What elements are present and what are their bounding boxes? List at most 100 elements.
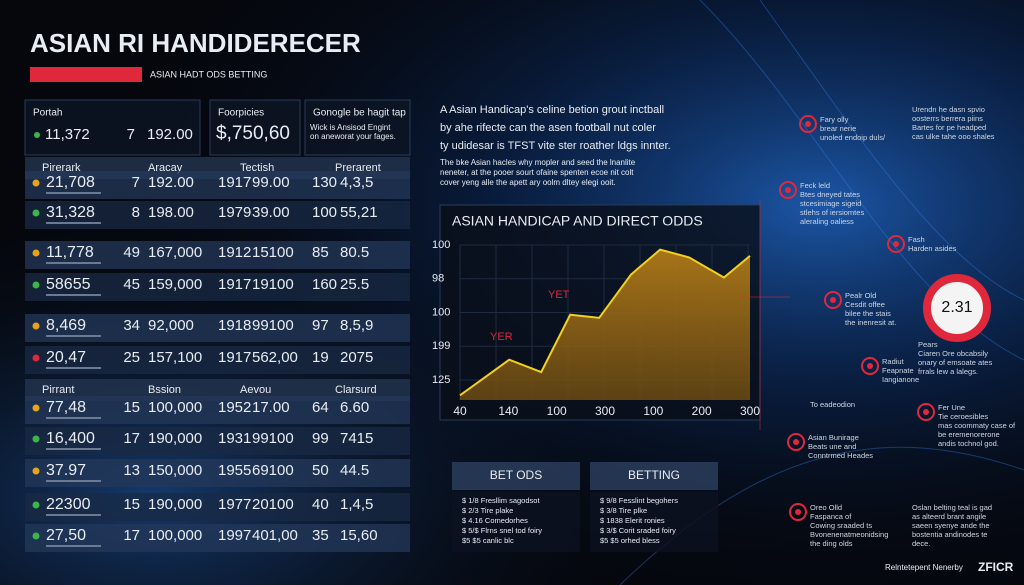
note-icon [887, 235, 905, 253]
table-row [25, 427, 410, 455]
table-cell: 8,469 [46, 317, 86, 334]
table-cell: 1955 [218, 462, 251, 479]
table-cell: 85 [312, 244, 329, 261]
gauge-value: 2.31 [941, 299, 972, 316]
table-cell: 49 [123, 244, 140, 261]
note-text: saeen syenye ande the [912, 521, 990, 530]
row-subline [46, 192, 101, 194]
info-value: 11,372 [45, 126, 90, 143]
x-axis-label: 140 [498, 404, 518, 418]
status-dot [32, 404, 40, 412]
row-subline [46, 448, 101, 450]
table-cell: 130 [312, 174, 337, 191]
info-value: 192.00 [147, 126, 193, 143]
note-text: bilee the stais [845, 309, 891, 318]
table-cell: 1979 [218, 204, 251, 221]
table-cell: 159,000 [148, 276, 202, 293]
table-cell: 58655 [46, 276, 91, 293]
info-value: on aneworat your fages. [310, 132, 396, 141]
table-cell: 1,4,5 [340, 496, 373, 513]
table-cell: 167,000 [148, 244, 202, 261]
intro-text: A Asian Handicap's celine betion grout i… [440, 104, 664, 116]
panel-line: $ 4.16 Comedorhes [462, 516, 528, 525]
note-icon-core [785, 187, 791, 193]
table-cell: 1912 [218, 244, 251, 261]
table-cell: 39.00 [252, 204, 290, 221]
row-subline [46, 514, 101, 516]
note-text: To eadeodion [810, 400, 855, 409]
row-subline [46, 367, 101, 369]
info-box [209, 99, 301, 156]
note-text: Beats une and [808, 442, 856, 451]
table-cell: 99.00 [252, 174, 290, 191]
note-icon-core [793, 439, 799, 445]
note-text: Feapnate [882, 366, 914, 375]
table-cell: 190,000 [148, 430, 202, 447]
row-subline [46, 417, 101, 419]
row-subline [46, 545, 101, 547]
annotation: YER [490, 331, 513, 343]
note-text: Bartes for pe headped [912, 123, 986, 132]
table-cell: 17 [123, 430, 140, 447]
y-axis-label: 100 [432, 239, 450, 251]
table-cell: 17 [123, 527, 140, 544]
column-header: Pirrant [42, 384, 74, 396]
x-axis-label: 200 [692, 404, 712, 418]
table-cell: 1952 [218, 399, 251, 416]
table-cell: 157,100 [148, 349, 202, 366]
status-dot [32, 249, 40, 257]
info-value: $,750,60 [216, 123, 290, 144]
gauge-ring [923, 274, 991, 342]
panel-line: $ 3/$ Corit sraded foiry [600, 526, 676, 535]
note-text: Oreo Olld [810, 503, 842, 512]
table-cell: 20,47 [46, 349, 86, 366]
table-cell: 198.00 [148, 204, 194, 221]
panel-line: $ 9/8 Fesslint begohers [600, 496, 678, 505]
note-text: the ding olds [810, 539, 853, 548]
footer-text: Relntetepent Nenerby [885, 563, 963, 572]
annotation: YET [548, 289, 570, 301]
panel-line: $ 1838 Elerit ronies [600, 516, 665, 525]
table-cell: 13 [123, 462, 140, 479]
note-icon-core [867, 363, 873, 369]
note-text: mas coommaty case of [938, 421, 1016, 430]
table-cell: 15 [123, 399, 140, 416]
column-header: Prerarent [335, 162, 381, 174]
table-cell: 64 [312, 399, 329, 416]
table-cell: 25 [123, 349, 140, 366]
note-text: Conntrmed Heades [808, 451, 873, 460]
x-axis-label: 40 [453, 404, 467, 418]
table-cell: 22300 [46, 496, 91, 513]
table-cell: 401,00 [252, 527, 298, 544]
table-row [25, 396, 410, 424]
table-row [25, 524, 410, 552]
note-text: oosterrs berrera piins [912, 114, 983, 123]
line [459, 248, 751, 397]
table-row [25, 273, 410, 301]
panel-line: $5 $5 canlic blc [462, 536, 514, 545]
column-header: Tectish [240, 162, 274, 174]
table-cell: 160 [312, 276, 337, 293]
title: ASIAN RI HANDIDERECER [30, 28, 361, 58]
chart-title: ASIAN HANDICAP AND DIRECT ODDS [452, 213, 703, 229]
table-cell: 69100 [252, 462, 294, 479]
table-row [25, 493, 410, 521]
table-cell: 17.00 [252, 399, 290, 416]
y-axis-label: 125 [432, 374, 450, 386]
x-axis-label: 300 [740, 404, 760, 418]
note-text: the inenresit at. [845, 318, 896, 327]
column-header: Clarsurd [335, 384, 377, 396]
note-icon [799, 115, 817, 133]
note-icon [917, 403, 935, 421]
status-dot [34, 132, 40, 138]
note-text: Tie ceroesibles [938, 412, 988, 421]
row-subline [46, 480, 101, 482]
note-text: stcesimiage sigeid [800, 199, 861, 208]
table-row [25, 459, 410, 487]
note-text: Cesdit offee [845, 300, 885, 309]
intro-text: ty udidesar is TFST vite ster roather ld… [440, 140, 671, 152]
table-cell: 11,778 [46, 244, 94, 261]
table-cell: 100,000 [148, 527, 202, 544]
note-text: andis tochnol god. [938, 439, 999, 448]
